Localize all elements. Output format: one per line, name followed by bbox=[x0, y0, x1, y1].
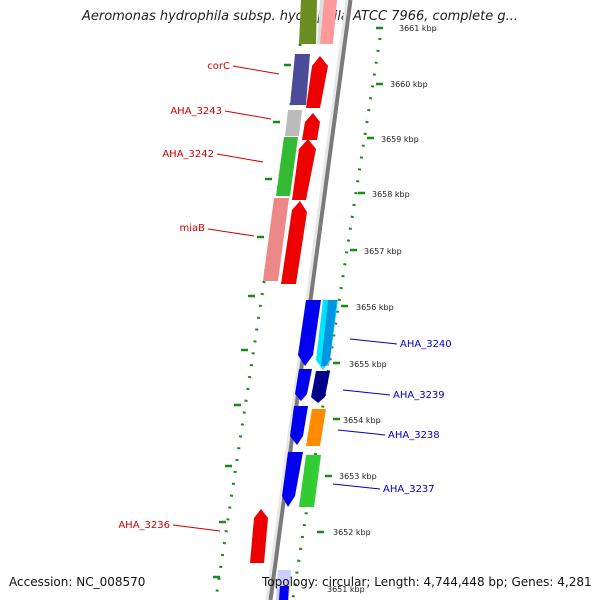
gene-arrow bbox=[302, 113, 320, 140]
gene-arrow bbox=[282, 452, 303, 507]
gene-label: AHA_3240 bbox=[400, 339, 452, 350]
genome-summary-text: Topology: circular; Length: 4,744,448 bp… bbox=[262, 575, 592, 589]
gene-arrow bbox=[298, 300, 321, 366]
scale-tick-label: 3657 kbp bbox=[364, 247, 402, 256]
reverse-strand-features bbox=[250, 0, 337, 563]
outer-ring-ticks bbox=[317, 26, 383, 534]
gene-label: AHA_3239 bbox=[393, 390, 445, 401]
scale-tick-label: 3654 kbp bbox=[343, 416, 381, 425]
scale-tick-label: 3651 kbp bbox=[327, 585, 365, 594]
scale-tick-label: 3652 kbp bbox=[333, 528, 371, 537]
gene-block bbox=[285, 110, 302, 136]
scale-tick-label: 3661 kbp bbox=[399, 24, 437, 33]
gene-arrow bbox=[306, 56, 328, 108]
gene-label: AHA_3236 bbox=[118, 520, 170, 531]
accession-text: Accession: NC_008570 bbox=[9, 575, 146, 589]
gene-arrow bbox=[311, 371, 330, 403]
gene-block bbox=[299, 455, 321, 507]
gene-block bbox=[276, 137, 298, 196]
forward-strand-features bbox=[276, 300, 338, 600]
gene-labels-forward: AHA_3240 AHA_3239 AHA_3238 AHA_3237 bbox=[383, 339, 452, 495]
gene-label: AHA_3238 bbox=[388, 430, 440, 441]
gene-label: corC bbox=[207, 61, 230, 72]
gene-block bbox=[290, 54, 310, 105]
gene-arrow bbox=[316, 300, 338, 370]
gene-arrow bbox=[290, 406, 308, 445]
inner-ring-ticks bbox=[213, 63, 291, 579]
label-leaders bbox=[172, 65, 398, 532]
gene-arrow bbox=[250, 509, 268, 563]
scale-tick-label: 3659 kbp bbox=[381, 135, 419, 144]
gene-block bbox=[279, 586, 289, 600]
gene-labels-reverse: corC AHA_3243 AHA_3242 miaB AHA_3236 bbox=[118, 61, 230, 531]
gene-arrow bbox=[292, 139, 316, 200]
scale-tick-label: 3656 kbp bbox=[356, 303, 394, 312]
gene-label: AHA_3242 bbox=[162, 149, 214, 160]
scale-tick-label: 3660 kbp bbox=[390, 80, 428, 89]
gene-block bbox=[306, 409, 326, 446]
gene-label: AHA_3243 bbox=[170, 106, 222, 117]
gene-block bbox=[320, 0, 337, 44]
gene-label: miaB bbox=[179, 223, 205, 234]
scale-tick-label: 3655 kbp bbox=[349, 360, 387, 369]
gene-arrow bbox=[295, 369, 312, 401]
scale-tick-labels: 3661 kbp 3660 kbp 3659 kbp 3658 kbp 3657… bbox=[327, 24, 437, 594]
map-title: Aeromonas hydrophila subsp. hydrophila A… bbox=[81, 9, 519, 24]
gene-label: AHA_3237 bbox=[383, 484, 435, 495]
scale-tick-label: 3653 kbp bbox=[339, 472, 377, 481]
gene-block bbox=[299, 0, 317, 44]
gene-block bbox=[321, 300, 337, 366]
gene-block bbox=[263, 198, 289, 281]
gene-arrow bbox=[281, 201, 307, 284]
scale-tick-label: 3658 kbp bbox=[372, 190, 410, 199]
